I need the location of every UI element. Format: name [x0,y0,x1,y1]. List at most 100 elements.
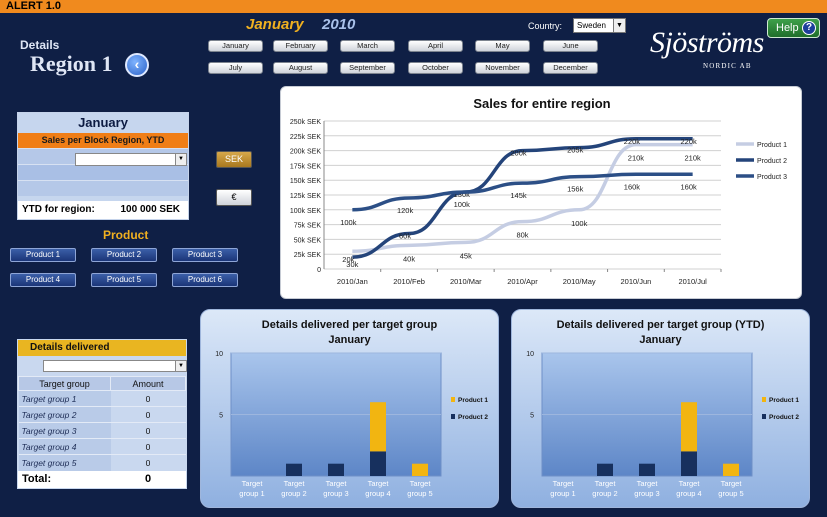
target-group-cell: Target group 5 [18,454,111,471]
back-button[interactable]: ‹ [125,53,149,77]
legend-swatch [762,414,766,419]
x-tick-label: Target [326,479,348,488]
product-button-1[interactable]: Product 1 [10,248,76,262]
col-amount: Amount [110,376,186,391]
sales-panel-row [18,180,188,196]
currency-sek-button[interactable]: SEK [216,151,252,168]
legend-label: Product 2 [458,414,488,421]
app-title-bar: ALERT 1.0 [0,0,827,13]
year-title: 2010 [322,16,356,33]
product-button-5[interactable]: Product 5 [91,273,157,287]
sales-line-chart-svg: Sales for entire region 0 25k SEK 50k SEK 75… [290,96,787,286]
month-button-june[interactable]: June [543,40,598,52]
month-button-december[interactable]: December [543,62,598,74]
month-button-october[interactable]: October [408,62,463,74]
y-tick-label: 200k SEK [290,149,321,156]
amount-cell: 0 [110,454,186,471]
chevron-down-icon[interactable]: ▼ [175,154,186,165]
month-button-september[interactable]: September [340,62,395,74]
data-label: 30k [346,260,358,269]
x-tick-label: 2010/Feb [393,277,425,286]
month-button-august[interactable]: August [273,62,328,74]
country-label: Country: [528,21,563,31]
col-target-group: Target group [18,376,111,391]
sales-line-chart: Sales for entire region 0 25k SEK 50k SEK 75… [280,86,802,299]
y-tick-label: 10 [215,351,223,358]
x-tick-label: 2010/Jun [620,277,651,286]
chart-subtitle: January [328,334,371,346]
y-tick-label: 125k SEK [290,193,321,200]
data-label: 156k [567,185,584,194]
y-tick-label: 100k SEK [290,208,321,215]
x-tick-label: Target [368,479,390,488]
month-button-march[interactable]: March [340,40,395,52]
month-button-april[interactable]: April [408,40,463,52]
bar-product-1 [370,402,386,452]
sales-panel-row [18,164,188,180]
data-label: 100k [340,218,357,227]
bar-product-1 [681,402,697,452]
product-button-6[interactable]: Product 6 [172,273,238,287]
month-button-july[interactable]: July [208,62,263,74]
x-tick-label: group 2 [592,489,617,498]
question-icon: ? [802,21,816,35]
y-tick-label: 75k SEK [294,223,322,230]
legend-label: Product 1 [458,397,488,404]
currency-eur-button[interactable]: € [216,189,252,206]
company-logo: Sjöströms [650,26,764,59]
data-label: 80k [516,231,528,240]
x-tick-label: Target [721,479,743,488]
legend-label: Product 2 [757,158,787,165]
month-title: January [246,16,304,33]
target-group-cell: Target group 4 [18,438,111,455]
y-tick-label: 225k SEK [290,134,321,141]
data-label: 200k [510,149,527,158]
data-label: 45k [460,251,472,260]
total-value: 0 [145,473,152,485]
country-select[interactable]: Sweden ▼ [573,18,626,33]
data-label: 100k [454,200,471,209]
bar-product-1 [412,463,428,476]
x-tick-label: 2010/Jan [337,277,368,286]
month-button-february[interactable]: February [273,40,328,52]
product-button-2[interactable]: Product 2 [91,248,157,262]
legend-label: Product 2 [769,414,799,421]
series-line-product-3 [352,172,693,212]
chart-title: Details delivered per target group (YTD) [556,319,765,331]
data-label: 220k [681,137,698,146]
data-label: 60k [399,231,411,240]
month-button-may[interactable]: May [475,40,530,52]
details-delivered-panel: Details delivered ▼ Target group Amount … [17,339,187,489]
chevron-down-icon[interactable]: ▼ [613,19,625,32]
legend-label: Product 3 [757,174,787,181]
series-line-product-2 [352,137,693,259]
x-tick-label: group 3 [323,489,348,498]
amount-cell: 0 [110,390,186,407]
x-tick-label: Target [284,479,306,488]
help-button[interactable]: Help ? [767,18,820,38]
month-button-january[interactable]: January [208,40,263,52]
y-tick-label: 5 [530,413,534,420]
target-group-ytd-bar-chart: Details delivered per target group (YTD)… [511,309,810,508]
block-region-select[interactable]: ▼ [75,153,187,166]
target-group-cell: Target group 1 [18,390,111,407]
details-delivered-select[interactable]: ▼ [43,360,187,372]
y-tick-label: 0 [317,267,321,274]
legend-swatch [451,397,455,402]
amount-cell: 0 [110,422,186,439]
region-title: Region 1 [30,51,113,76]
bar-product-2 [370,451,386,476]
country-value: Sweden [577,21,606,30]
chevron-down-icon[interactable]: ▼ [175,361,186,371]
x-tick-label: group 4 [365,489,390,498]
data-label: 130k [454,190,471,199]
product-button-4[interactable]: Product 4 [10,273,76,287]
data-label: 160k [681,182,698,191]
product-button-3[interactable]: Product 3 [172,248,238,262]
sales-panel: January Sales per Block Region, YTD ▼ YT… [17,112,189,220]
month-button-november[interactable]: November [475,62,530,74]
ytd-label: YTD for region: [22,204,95,215]
